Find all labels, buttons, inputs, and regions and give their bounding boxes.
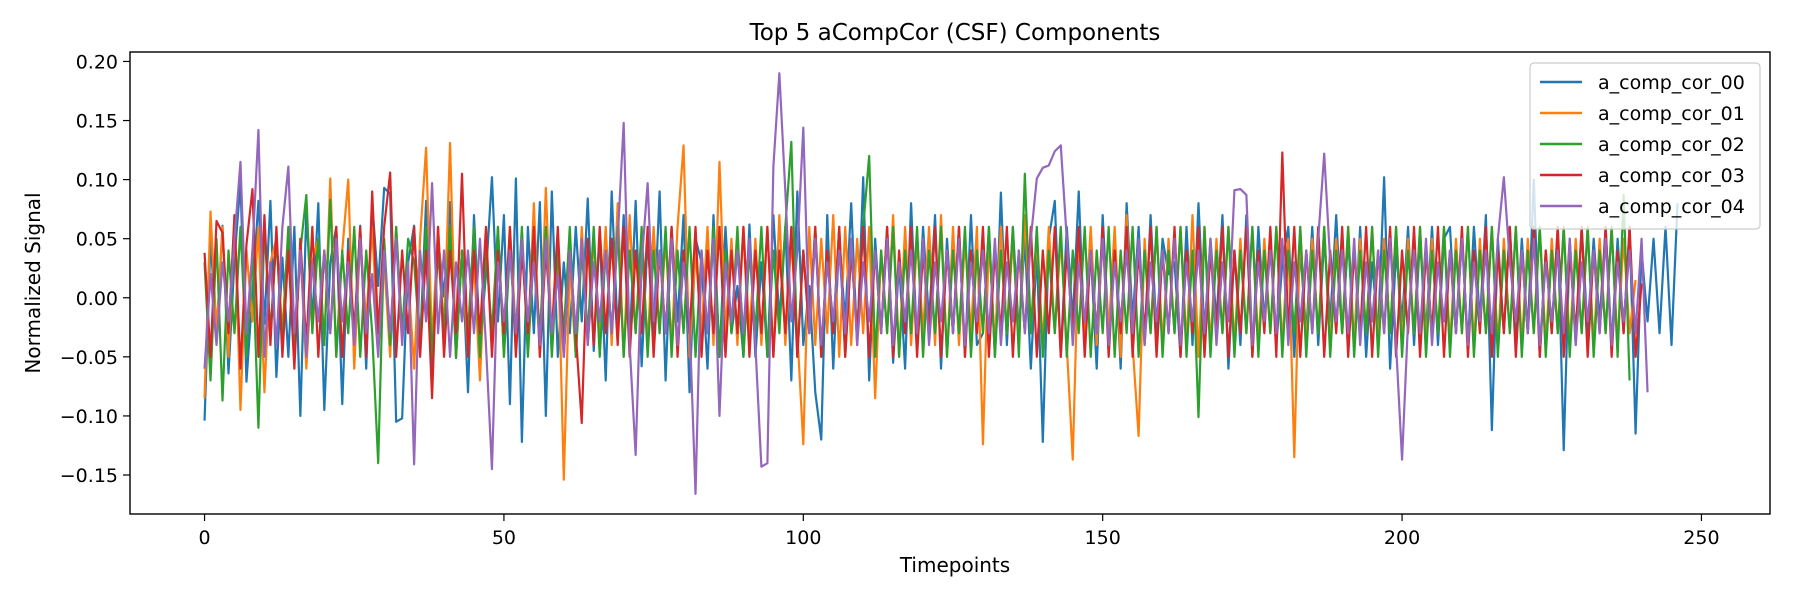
x-tick-label: 200: [1384, 527, 1420, 549]
legend-label: a_comp_cor_02: [1598, 134, 1745, 156]
x-tick-label: 50: [492, 527, 516, 549]
y-tick-label: 0.15: [76, 111, 118, 133]
y-axis-label: Normalized Signal: [21, 192, 45, 373]
legend: a_comp_cor_00 a_comp_cor_01 a_comp_cor_02a…: [1529, 62, 1761, 230]
legend-label: a_comp_cor_04: [1598, 196, 1745, 218]
chart-title: Top 5 aCompCor (CSF) Components: [749, 20, 1161, 46]
y-axis: −0.15 −0.10 −0.05 0.00 0.05 0.10 0.15 0.20: [60, 51, 130, 487]
series-line-a_comp_cor_04: [203, 72, 1649, 496]
x-tick-label: 250: [1683, 527, 1719, 549]
y-tick-label: −0.15: [60, 465, 118, 487]
legend-box: [1529, 62, 1761, 230]
legend-label: a_comp_cor_03: [1598, 165, 1745, 187]
y-tick-label: 0.20: [76, 51, 118, 73]
series-layer: [203, 72, 1679, 496]
plot-frame: [129, 51, 1771, 515]
y-tick-label: 0.05: [76, 229, 118, 251]
x-tick-label: 100: [785, 527, 821, 549]
x-axis-label: Timepoints: [899, 553, 1010, 577]
y-tick-label: −0.05: [60, 347, 118, 369]
legend-label: a_comp_cor_00: [1598, 72, 1745, 94]
y-tick-label: 0.00: [76, 288, 118, 310]
x-axis: 0 50 100 150 200 250: [198, 514, 1720, 549]
y-tick-label: 0.10: [76, 170, 118, 192]
y-tick-label: −0.10: [60, 406, 118, 428]
series-line-a_comp_cor_00: [203, 176, 1679, 452]
legend-label: a_comp_cor_01: [1598, 103, 1745, 125]
x-tick-label: 150: [1085, 527, 1121, 549]
x-tick-label: 0: [198, 527, 210, 549]
